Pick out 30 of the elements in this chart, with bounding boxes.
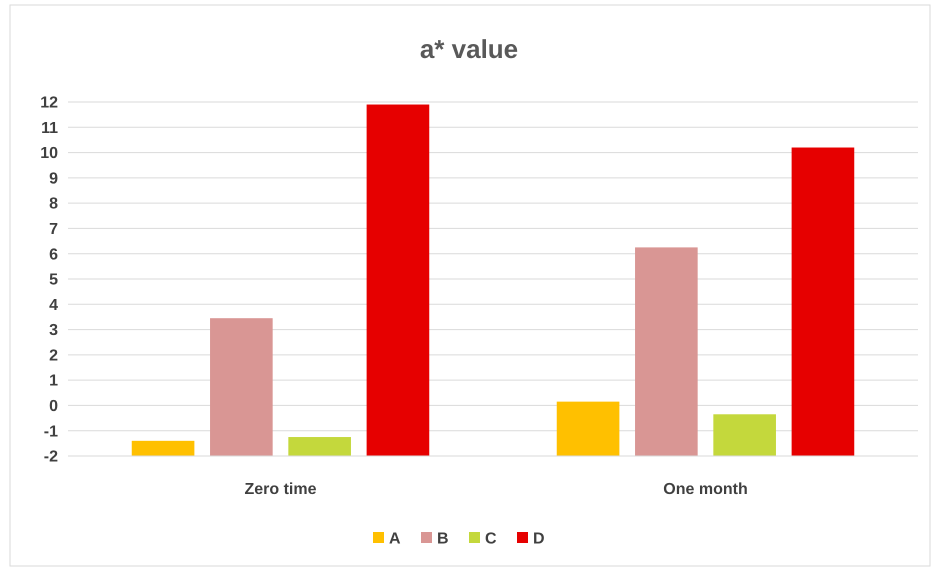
- legend-label: D: [533, 530, 545, 548]
- y-tick-label: -2: [44, 448, 58, 466]
- chart-title: a* value: [420, 34, 518, 64]
- y-tick-label: 7: [49, 221, 58, 238]
- x-tick-label: Zero time: [244, 481, 317, 498]
- y-tick-label: 0: [49, 398, 58, 416]
- y-tick-label: 1: [49, 372, 58, 390]
- bar: [366, 104, 430, 456]
- bar: [556, 402, 620, 456]
- bar: [713, 414, 776, 456]
- y-tick-label: 3: [49, 322, 58, 340]
- bar: [288, 437, 351, 456]
- y-tick-label: 10: [40, 145, 58, 162]
- bar: [635, 247, 698, 456]
- bar: [132, 440, 194, 456]
- y-tick-label: -1: [44, 423, 58, 440]
- y-tick-label: 9: [49, 170, 58, 188]
- bar: [792, 148, 854, 456]
- legend-label: A: [389, 530, 401, 548]
- y-tick-label: 8: [49, 196, 58, 213]
- legend-label: B: [437, 530, 449, 548]
- y-tick-label: 5: [49, 272, 58, 289]
- y-tick-label: 2: [49, 347, 58, 364]
- x-tick-label: One month: [663, 481, 748, 498]
- y-tick-label: 11: [41, 120, 58, 137]
- bar: [210, 318, 273, 456]
- y-tick-label: 4: [49, 296, 58, 314]
- y-tick-label: 12: [40, 94, 58, 112]
- y-tick-label: 6: [49, 246, 58, 264]
- legend-label: C: [485, 530, 497, 548]
